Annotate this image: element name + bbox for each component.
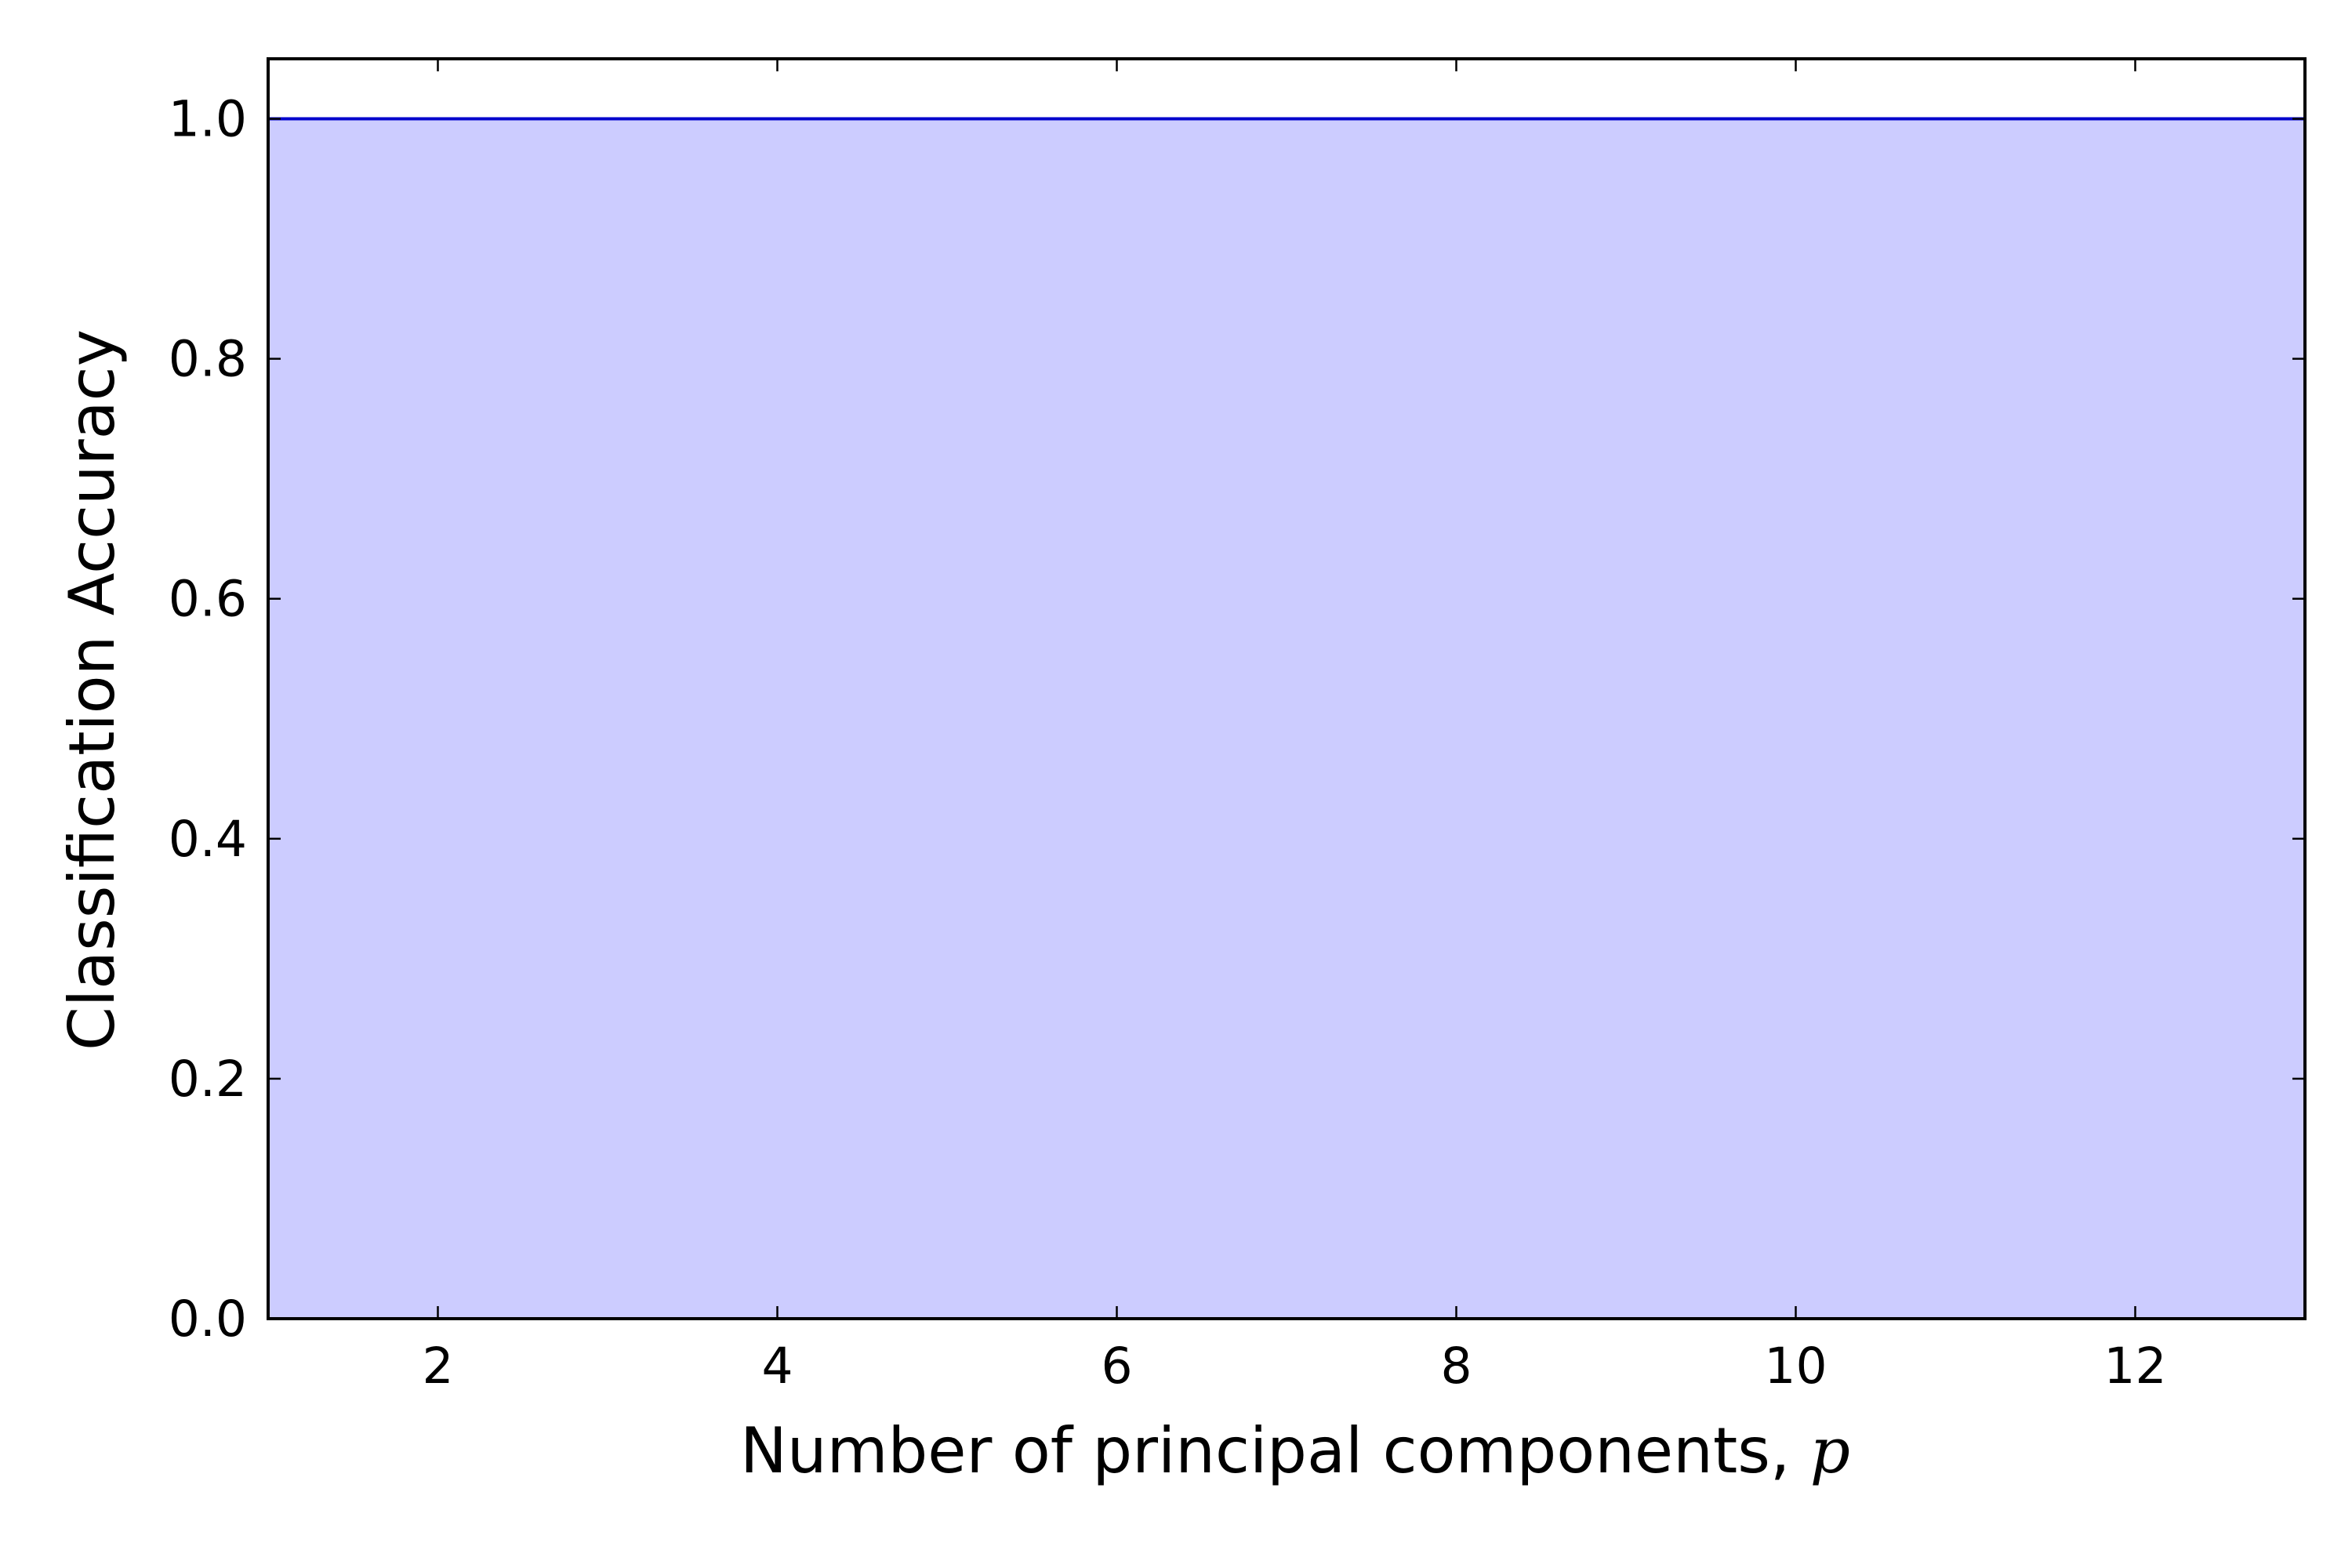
y-tick-label: 0.4 bbox=[169, 811, 247, 868]
x-tick-label: 2 bbox=[422, 1338, 453, 1395]
x-axis-label-variable: p bbox=[1810, 1414, 1850, 1487]
area-fill-0 bbox=[268, 118, 2305, 1319]
x-tick-label: 10 bbox=[1764, 1338, 1827, 1395]
x-tick-label: 12 bbox=[2103, 1338, 2166, 1395]
y-tick-label: 1.0 bbox=[169, 91, 247, 148]
x-tick-label: 6 bbox=[1101, 1338, 1132, 1395]
y-tick-label: 0.8 bbox=[169, 331, 247, 388]
axes-frame bbox=[267, 57, 2307, 1320]
x-axis-label: Number of principal components, p bbox=[740, 1414, 1850, 1487]
y-tick-label: 0.0 bbox=[169, 1290, 247, 1348]
tick-labels: 2 4 6 8 10 12 0.0 0.2 0.4 0.6 0.8 1.0 bbox=[169, 91, 2167, 1395]
plot-area bbox=[268, 117, 2305, 1319]
x-axis-label-text: Number of principal components, bbox=[740, 1414, 1810, 1487]
y-tick-label: 0.6 bbox=[169, 571, 247, 628]
y-tick-label: 0.2 bbox=[169, 1051, 247, 1108]
x-tick-label: 8 bbox=[1440, 1338, 1472, 1395]
x-tick-label: 4 bbox=[761, 1338, 793, 1395]
y-axis-label: Classification Accuracy bbox=[56, 329, 129, 1051]
